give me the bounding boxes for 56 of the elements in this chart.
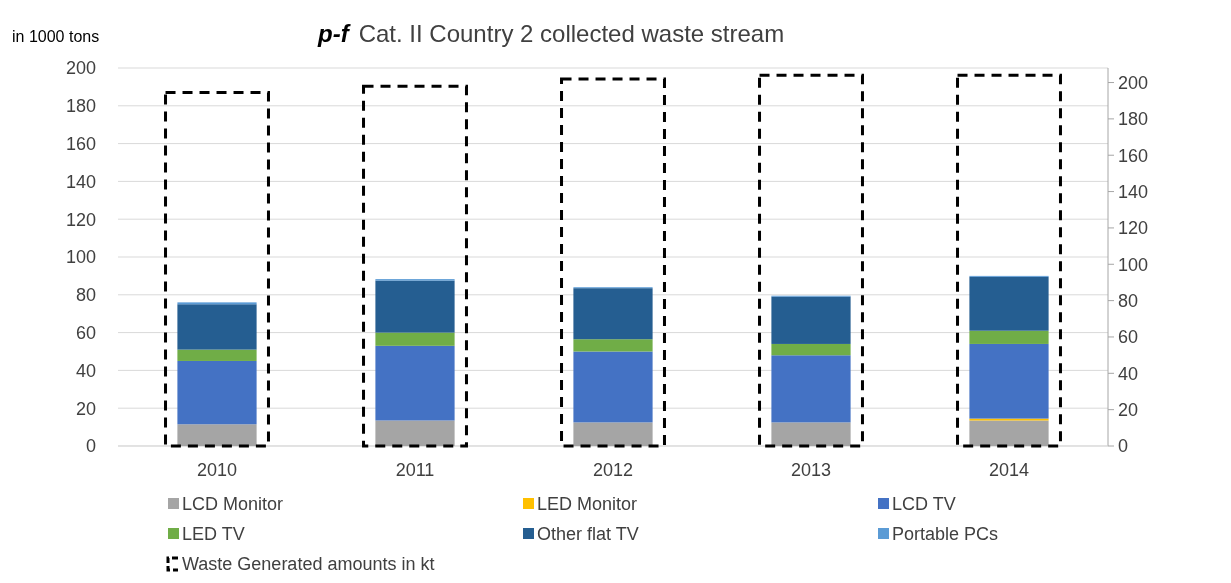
bar <box>573 288 653 340</box>
legend-label: LED Monitor <box>537 494 638 515</box>
bar <box>177 360 257 425</box>
bar <box>177 424 257 446</box>
bar <box>177 304 257 350</box>
bar <box>969 343 1049 419</box>
bar <box>375 332 455 346</box>
bar <box>573 422 653 446</box>
y-axis-title: in 1000 tons <box>12 28 100 45</box>
y2-tick-label: 140 <box>1118 181 1149 202</box>
legend-label: LCD Monitor <box>182 494 284 515</box>
y-tick-label: 60 <box>75 322 96 343</box>
y2-tick-label: 0 <box>1118 436 1129 457</box>
bar <box>771 422 851 446</box>
x-tick-label: 2010 <box>196 460 238 480</box>
legend-label: Waste Generated amounts in kt <box>182 554 435 575</box>
bar <box>969 330 1049 344</box>
x-tick-label: 2011 <box>395 460 435 480</box>
x-tick-label: 2012 <box>592 460 634 480</box>
y2-tick-label: 20 <box>1118 399 1139 420</box>
y-tick-label: 20 <box>75 398 96 419</box>
y-tick-label: 160 <box>65 133 96 154</box>
x-tick-label: 2014 <box>988 460 1030 480</box>
y-tick-label: 200 <box>65 58 96 79</box>
bar <box>771 296 851 344</box>
y-tick-label: 80 <box>75 285 96 306</box>
bar <box>771 355 851 423</box>
bar <box>375 280 455 333</box>
y2-tick-label: 100 <box>1118 254 1149 275</box>
y2-tick-label: 80 <box>1118 290 1139 311</box>
bar <box>969 420 1049 446</box>
y2-tick-label: 60 <box>1118 327 1139 348</box>
y-tick-label: 0 <box>85 436 96 457</box>
chart-title: p-f Cat. II Country 2 collected waste stream <box>317 20 785 47</box>
legend-label: Portable PCs <box>892 524 999 545</box>
y2-tick-label: 180 <box>1118 109 1149 130</box>
bar <box>375 420 455 446</box>
y2-tick-label: 40 <box>1118 363 1139 384</box>
y2-tick-label: 160 <box>1118 145 1149 166</box>
legend-label: LCD TV <box>892 494 956 515</box>
bar <box>375 345 455 421</box>
x-tick-label: 2013 <box>790 460 832 480</box>
bar <box>573 351 653 423</box>
y-tick-label: 40 <box>75 360 96 381</box>
bar <box>771 343 851 356</box>
y-tick-label: 140 <box>65 171 96 192</box>
y-tick-label: 120 <box>65 209 96 230</box>
legend-label: LED TV <box>182 524 245 545</box>
y2-tick-label: 120 <box>1118 218 1149 239</box>
y-tick-label: 100 <box>65 247 96 268</box>
legend-label: Other flat TV <box>537 524 639 545</box>
bar <box>573 339 653 352</box>
bar <box>177 349 257 361</box>
bar <box>969 276 1049 331</box>
y2-tick-label: 200 <box>1118 72 1149 93</box>
y-tick-label: 180 <box>65 96 96 117</box>
